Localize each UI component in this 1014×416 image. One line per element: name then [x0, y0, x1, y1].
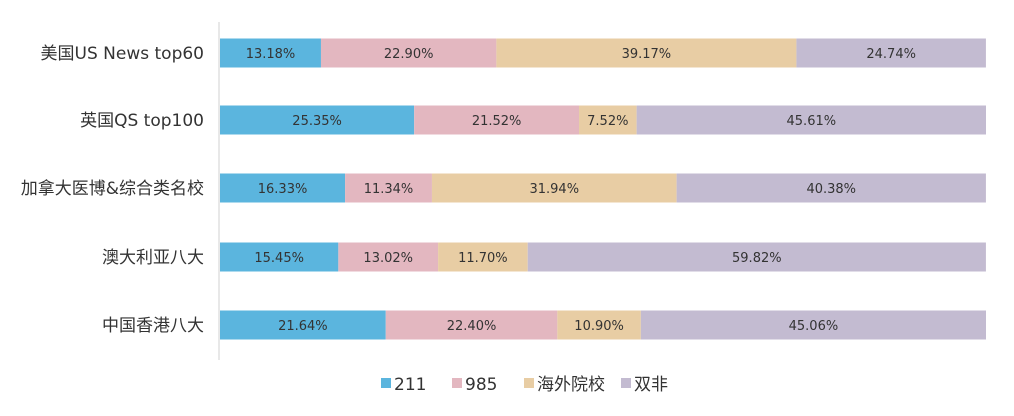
data-label: 10.90% — [574, 319, 624, 334]
data-label: 13.18% — [246, 47, 296, 62]
bar-segment-海外院校 — [431, 173, 677, 203]
data-label: 21.52% — [472, 114, 522, 129]
data-label: 45.06% — [789, 319, 839, 334]
data-label: 16.33% — [258, 182, 308, 197]
category-label: 英国QS top100 — [80, 111, 204, 131]
data-label: 40.38% — [806, 182, 856, 197]
data-label: 11.34% — [364, 182, 414, 197]
bar-segment-双非 — [636, 105, 986, 135]
bar-segment-海外院校 — [557, 310, 641, 340]
legend-label: 海外院校 — [537, 375, 605, 395]
data-label: 24.74% — [866, 47, 916, 62]
data-label: 22.40% — [447, 319, 497, 334]
bar-segment-211 — [220, 105, 415, 135]
data-label: 39.17% — [622, 47, 672, 62]
legend-label: 双非 — [634, 375, 668, 395]
bar-segment-双非 — [676, 173, 986, 203]
bar-segment-211 — [220, 38, 321, 68]
bar-segment-海外院校 — [438, 242, 528, 272]
bar-segment-985 — [414, 105, 580, 135]
bar-segment-211 — [220, 173, 346, 203]
legend-swatch — [381, 378, 391, 388]
legend: 211 985 海外院校 双非 — [381, 375, 668, 395]
category-label: 澳大利亚八大 — [102, 248, 204, 268]
data-label: 21.64% — [278, 319, 328, 334]
category-label: 美国US News top60 — [41, 44, 204, 64]
bar-segment-211 — [220, 242, 339, 272]
data-label: 22.90% — [384, 47, 434, 62]
bar-segment-985 — [385, 310, 558, 340]
bar-segment-985 — [320, 38, 497, 68]
bar-segment-双非 — [796, 38, 986, 68]
bar-segment-双非 — [527, 242, 986, 272]
data-label: 11.70% — [458, 251, 508, 266]
bar-segment-985 — [345, 173, 432, 203]
bar-segment-211 — [220, 310, 386, 340]
bar-segment-985 — [338, 242, 439, 272]
bar-segment-海外院校 — [496, 38, 797, 68]
legend-label: 985 — [465, 375, 497, 395]
bar-segment-双非 — [640, 310, 986, 340]
category-label: 加拿大医博&综合类名校 — [21, 178, 204, 199]
data-label: 45.61% — [787, 114, 837, 129]
data-label: 13.02% — [363, 251, 413, 266]
legend-swatch — [452, 378, 462, 388]
category-labels: 美国US News top60 英国QS top100 加拿大医博&综合类名校澳大利… — [21, 44, 204, 336]
legend-label: 211 — [394, 375, 426, 395]
bar-segment-海外院校 — [579, 105, 637, 135]
bars-group: 13.18% 22.90% 39.17% 24.74% 25.35% 21.52% 7.52… — [220, 38, 986, 340]
data-label: 25.35% — [292, 114, 342, 129]
data-label: 31.94% — [529, 182, 579, 197]
legend-swatch — [621, 378, 631, 388]
data-label: 15.45% — [254, 251, 304, 266]
data-label: 7.52% — [587, 114, 628, 129]
category-label: 中国香港八大 — [102, 316, 204, 336]
data-label: 59.82% — [732, 251, 782, 266]
legend-swatch — [524, 378, 534, 388]
